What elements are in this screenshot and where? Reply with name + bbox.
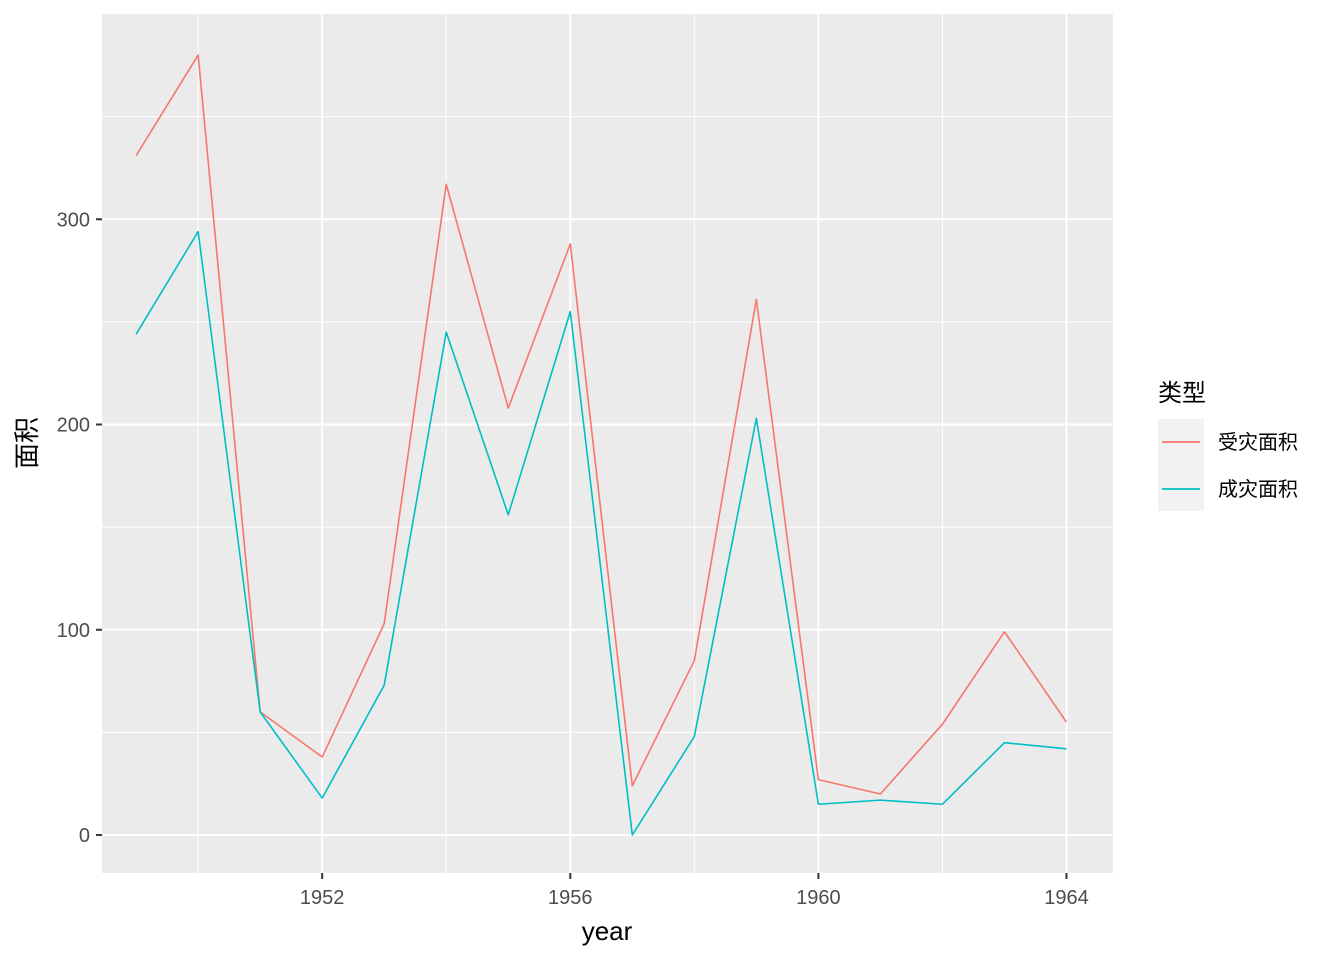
legend-label-2: 成灾面积 [1218,477,1298,501]
series-lines [135,54,1068,836]
axis-ticks [96,218,1068,879]
tick-labels: 1952 1956 1960 1964 0 100 200 300 [57,209,1089,909]
x-tick-label: 1952 [300,887,345,909]
y-tick-label: 100 [57,620,90,642]
y-tick-label: 300 [57,209,90,231]
x-axis-title: year [582,916,633,946]
x-tick-label: 1964 [1044,887,1089,909]
x-tick-label: 1960 [796,887,841,909]
legend-title: 类型 [1158,379,1206,407]
minor-gridlines [102,14,1113,873]
y-tick-label: 0 [79,825,90,847]
series-line-1 [135,54,1068,795]
panel-background [102,14,1113,873]
x-tick-label: 1956 [548,887,593,909]
series-line-2 [135,230,1067,836]
legend-key-background [1158,419,1204,511]
y-tick-label: 200 [57,415,90,437]
y-axis-title: 面积 [12,417,42,469]
legend-label-1: 受灾面积 [1218,430,1298,454]
